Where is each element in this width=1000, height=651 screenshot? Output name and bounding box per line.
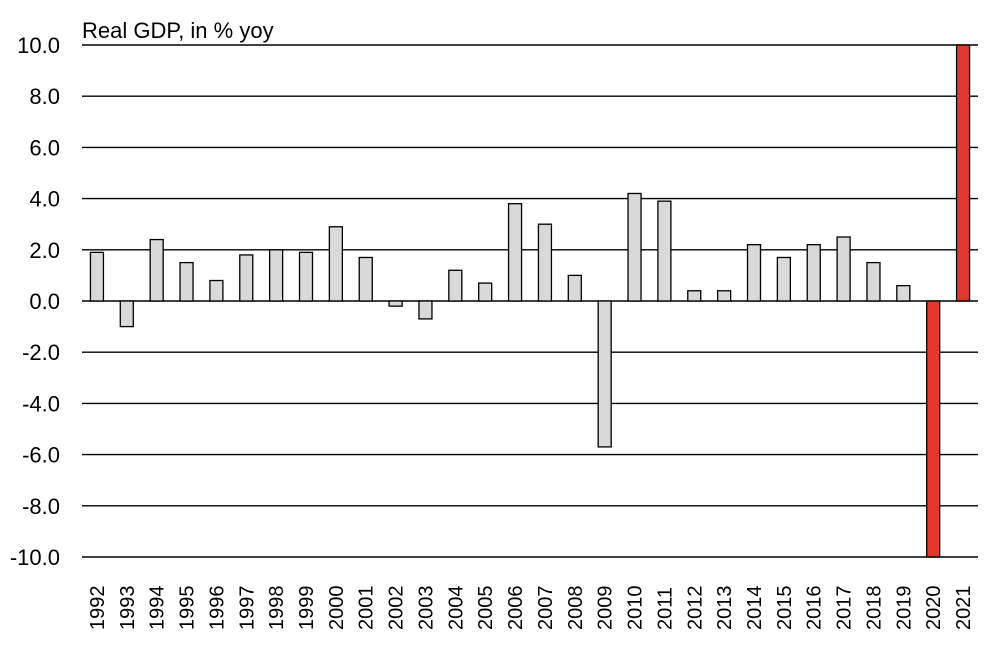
x-tick-label: 2018 bbox=[863, 586, 885, 631]
x-tick-label: 2012 bbox=[684, 586, 706, 631]
x-tick-label: 2002 bbox=[386, 586, 408, 631]
x-tick-label: 2010 bbox=[625, 586, 647, 631]
bar-2014 bbox=[746, 244, 762, 302]
bar-1998 bbox=[268, 249, 284, 302]
x-tick-label: 1993 bbox=[117, 586, 139, 631]
y-tick-label: -10.0 bbox=[10, 545, 60, 570]
y-axis-label: Real GDP, in % yoy bbox=[82, 18, 274, 43]
bar-2016 bbox=[806, 244, 821, 302]
x-tick-label: 1994 bbox=[147, 586, 169, 631]
bar-2003 bbox=[418, 300, 433, 320]
x-tick-label: 2001 bbox=[356, 586, 378, 631]
x-tick-label: 2020 bbox=[923, 586, 945, 631]
x-tick-label: 1998 bbox=[266, 586, 288, 631]
bar-1994 bbox=[149, 238, 164, 302]
x-tick-label: 2016 bbox=[804, 586, 826, 631]
bar-2019 bbox=[896, 284, 911, 302]
x-tick-label: 2007 bbox=[535, 586, 557, 631]
x-tick-label: 2009 bbox=[595, 586, 617, 631]
x-tick-label: 2003 bbox=[415, 586, 437, 631]
bar-2018 bbox=[866, 261, 881, 302]
bar-2008 bbox=[567, 274, 582, 302]
x-tick-label: 1992 bbox=[87, 586, 109, 631]
x-tick-label: 2017 bbox=[834, 586, 856, 631]
bar-2021 bbox=[955, 44, 971, 302]
bar-2017 bbox=[836, 236, 851, 302]
bars bbox=[89, 44, 971, 558]
x-tick-label: 2014 bbox=[744, 586, 766, 631]
bar-2013 bbox=[716, 290, 732, 302]
x-tick-label: 2019 bbox=[893, 586, 915, 631]
x-tick-label: 2015 bbox=[774, 586, 796, 631]
x-tick-label: 2006 bbox=[505, 586, 527, 631]
y-tick-label: -2.0 bbox=[22, 340, 60, 365]
bar-1995 bbox=[179, 261, 194, 302]
y-tick-label: -8.0 bbox=[22, 494, 60, 519]
y-tick-label: 8.0 bbox=[29, 84, 60, 109]
y-tick-label: 10.0 bbox=[17, 33, 60, 58]
x-axis-ticks: 1992 1993 1994 1995 1996 1997 1998 1999 2000 2001… bbox=[87, 586, 975, 631]
y-tick-label: 0.0 bbox=[29, 289, 60, 314]
y-axis-ticks: 10.0 8.0 6.0 4.0 2.0 0.0 -2.0 -4.0 -6.0 -8.0 -10.0 bbox=[10, 33, 60, 570]
x-tick-label: 2004 bbox=[445, 586, 467, 631]
bar-2002 bbox=[388, 300, 403, 307]
bar-2007 bbox=[537, 223, 553, 302]
bar-2006 bbox=[507, 203, 523, 302]
gridlines bbox=[82, 44, 978, 558]
x-tick-label: 2021 bbox=[953, 586, 975, 631]
y-tick-label: -6.0 bbox=[22, 443, 60, 468]
bar-1993 bbox=[119, 300, 134, 328]
y-tick-label: 2.0 bbox=[29, 238, 60, 263]
x-tick-label: 1995 bbox=[177, 586, 199, 631]
x-tick-label: 2011 bbox=[654, 587, 676, 630]
bar-2011 bbox=[657, 200, 672, 302]
bar-2009 bbox=[597, 300, 612, 448]
bar-2010 bbox=[627, 192, 642, 302]
x-tick-label: 2005 bbox=[475, 586, 497, 631]
bar-2000 bbox=[328, 226, 344, 302]
bar-2005 bbox=[478, 282, 493, 302]
x-tick-label: 2008 bbox=[565, 586, 587, 631]
x-tick-label: 1997 bbox=[236, 586, 258, 631]
bar-1992 bbox=[89, 251, 105, 302]
bar-2004 bbox=[448, 269, 463, 302]
bar-2001 bbox=[358, 256, 373, 302]
x-tick-label: 2013 bbox=[714, 586, 736, 631]
y-tick-label: 6.0 bbox=[29, 135, 60, 160]
bar-1997 bbox=[239, 254, 254, 302]
bar-2015 bbox=[776, 256, 792, 302]
x-tick-label: 2000 bbox=[326, 586, 348, 631]
y-tick-label: 4.0 bbox=[29, 187, 60, 212]
bar-2020 bbox=[926, 300, 941, 558]
bar-1996 bbox=[209, 279, 224, 302]
x-tick-label: 1999 bbox=[296, 586, 318, 631]
x-tick-label: 1996 bbox=[206, 586, 228, 631]
y-tick-label: -4.0 bbox=[22, 391, 60, 416]
bar-1999 bbox=[298, 251, 314, 302]
bar-2012 bbox=[687, 290, 702, 302]
